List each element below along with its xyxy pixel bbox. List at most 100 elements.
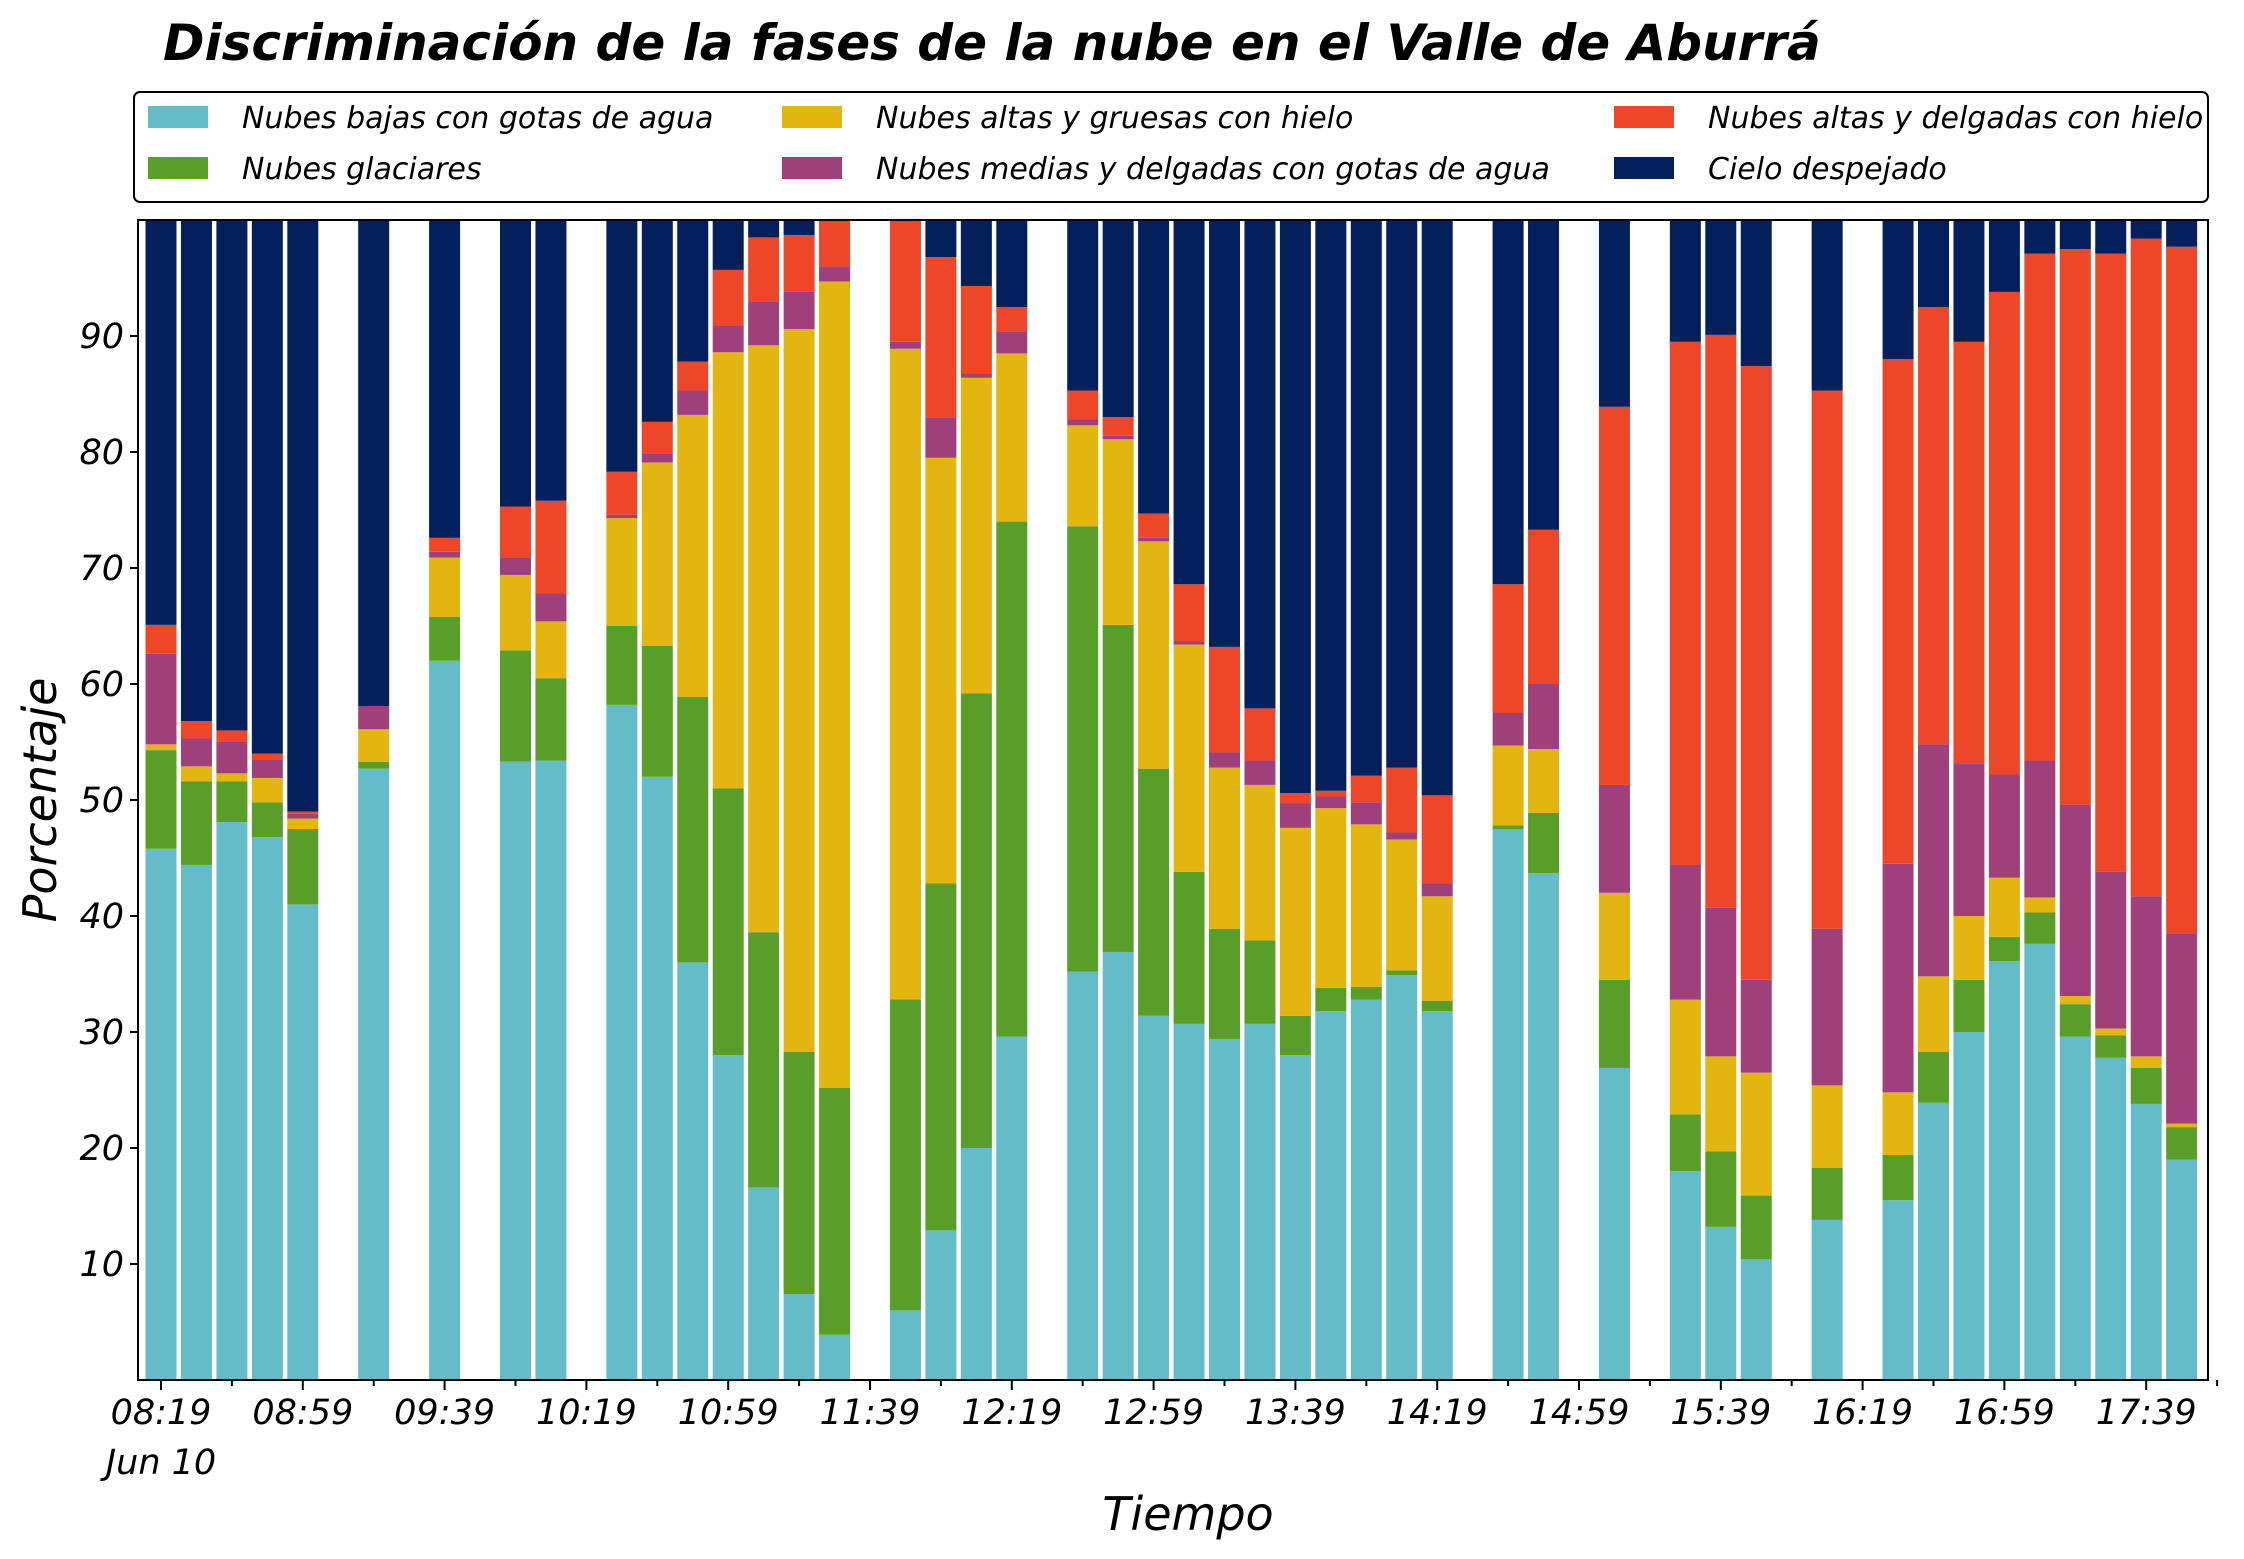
bar-segment (2024, 220, 2056, 254)
bar-segment (712, 325, 744, 353)
bar-segment (2130, 238, 2162, 897)
bar-segment (1953, 979, 1985, 1032)
bar-stack (960, 220, 992, 1380)
bar-segment (1173, 644, 1205, 872)
bar-segment (2024, 912, 2056, 944)
legend-label: Cielo despejado (1708, 152, 1947, 187)
bar-segment (1421, 220, 1453, 796)
bar-segment (1598, 784, 1630, 893)
bar-segment (1244, 708, 1276, 761)
bar-segment (1740, 366, 1772, 980)
bar-stack (1882, 220, 1914, 1380)
bar-segment (1173, 1023, 1205, 1380)
bar-stack (677, 220, 709, 1380)
bar-segment (1953, 916, 1985, 980)
bar-segment (1279, 803, 1311, 828)
bar-segment (925, 883, 957, 1231)
x-tick-sublabel: Jun 10 (100, 1443, 216, 1483)
bar-stack (1528, 220, 1560, 1380)
bar-stack (1209, 220, 1240, 1380)
bar-segment (145, 653, 177, 745)
bar-segment (2166, 1159, 2198, 1380)
bar-stack (500, 220, 531, 1380)
bar-segment (2095, 253, 2127, 872)
bar-segment (748, 345, 780, 933)
bar-segment (1918, 1102, 1949, 1380)
bar-segment (1138, 220, 1170, 514)
bar-segment (429, 616, 461, 661)
bar-stack (606, 220, 638, 1380)
bar-segment (783, 220, 815, 236)
bar-segment (1598, 892, 1630, 980)
legend-label: Nubes bajas con gotas de agua (242, 101, 713, 136)
bar-stack (1953, 220, 1985, 1380)
bar-segment (1669, 220, 1701, 342)
bar-segment (712, 269, 744, 326)
bar-segment (996, 220, 1028, 307)
bar-stack (1669, 220, 1701, 1380)
bar-segment (1315, 220, 1347, 791)
bar-segment (2095, 1035, 2127, 1058)
bar-segment (2059, 220, 2091, 249)
bar-segment (1209, 928, 1240, 1039)
bar-segment (677, 390, 709, 415)
legend-label: Nubes medias y delgadas con gotas de agu… (876, 152, 1550, 187)
bar-segment (2095, 871, 2127, 1029)
bar-segment (1421, 1011, 1453, 1380)
y-tick-label: 40 (79, 897, 124, 937)
bar-segment (1067, 971, 1099, 1380)
bar-segment (1811, 1085, 1843, 1168)
bar-segment (1492, 220, 1524, 585)
bar-segment (1315, 790, 1347, 797)
bar-segment (1669, 999, 1701, 1115)
bar-segment (1528, 748, 1560, 813)
bar-segment (216, 781, 248, 823)
bar-segment (535, 500, 567, 594)
bar-segment (500, 574, 531, 651)
bar-segment (2059, 996, 2091, 1005)
bar-segment (500, 557, 531, 575)
bar-segment (2130, 1056, 2162, 1068)
bar-segment (2130, 1067, 2162, 1104)
bar-segment (1988, 774, 2020, 878)
bar-segment (180, 781, 212, 865)
bar-segment (535, 593, 567, 622)
bar-segment (1209, 1038, 1240, 1380)
bar-segment (1102, 435, 1134, 440)
y-tick-label: 60 (79, 665, 124, 705)
bar-segment (1811, 928, 1843, 1086)
bar-segment (889, 220, 921, 342)
bar-stack (535, 220, 567, 1380)
bar-segment (1740, 1259, 1772, 1380)
bar-segment (1492, 713, 1524, 746)
bar-segment (180, 721, 212, 739)
bar-segment (1386, 975, 1418, 1380)
bar-segment (960, 1148, 992, 1380)
bar-segment (819, 220, 851, 267)
bar-segment (535, 678, 567, 761)
bar-segment (1350, 802, 1382, 825)
bar-segment (251, 753, 283, 760)
bar-segment (1598, 979, 1630, 1068)
bar-segment (1811, 390, 1843, 929)
bar-stack (2130, 220, 2162, 1380)
bar-segment (712, 220, 744, 270)
bar-segment (1138, 1015, 1170, 1380)
y-tick-label: 80 (79, 433, 124, 473)
bar-segment (251, 759, 283, 778)
bar-stack (1279, 220, 1311, 1380)
bar-segment (1067, 419, 1099, 426)
bar-segment (180, 864, 212, 1380)
bar-segment (1882, 1092, 1914, 1155)
bar-segment (1386, 767, 1418, 833)
bar-stack (1067, 220, 1099, 1380)
bar-segment (1705, 334, 1737, 908)
bar-segment (1244, 940, 1276, 1024)
bar-segment (996, 331, 1028, 354)
bar-segment (535, 760, 567, 1380)
bar-segment (960, 373, 992, 378)
x-tick-label: 12:59 (1103, 1393, 1204, 1433)
bar-segment (429, 537, 461, 552)
bar-segment (216, 773, 248, 782)
bar-stack (1138, 220, 1170, 1380)
